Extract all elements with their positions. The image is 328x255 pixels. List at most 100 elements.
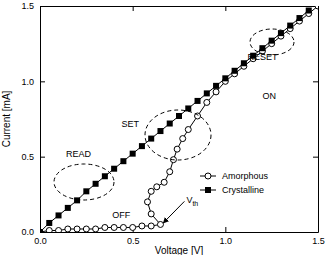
legend-item: Amorphous (200, 171, 269, 181)
data-point (287, 23, 293, 29)
data-point (102, 224, 108, 230)
tick-mark (40, 81, 45, 82)
region-outline (54, 164, 114, 200)
data-point (144, 199, 150, 205)
data-point (296, 15, 302, 21)
legend-label: Amorphous (222, 171, 269, 181)
data-point (111, 166, 117, 172)
data-point (74, 197, 80, 203)
data-point (93, 181, 99, 187)
tick: 1.0 (21, 77, 45, 87)
annotation-arrow (163, 201, 184, 223)
legend-item: Crystalline (200, 185, 264, 195)
data-point (120, 158, 126, 164)
data-point (46, 227, 52, 232)
data-point (130, 151, 136, 157)
data-point (139, 223, 145, 229)
axis-line (41, 232, 319, 233)
tick (313, 81, 318, 82)
tick: 1.0 (220, 227, 233, 246)
legend-label: Crystalline (222, 185, 264, 195)
tick-mark (40, 157, 45, 158)
data-point (232, 68, 238, 74)
chart: 0.0 0.5 1.0 1.5 0.0 0.5 1.0 1.5 READ OFF SET ON RESE… (0, 0, 328, 255)
tick-label: 1.0 (21, 77, 34, 87)
tick (313, 232, 318, 233)
data-point (204, 90, 210, 96)
data-point (74, 226, 80, 232)
data-point (65, 226, 71, 232)
data-point (139, 143, 145, 149)
tick-mark (313, 232, 318, 233)
tick-label: 0.5 (127, 236, 140, 246)
data-point (176, 113, 182, 119)
axis (313, 7, 319, 233)
axis-line (41, 6, 319, 7)
tick-mark (225, 227, 226, 232)
tick-label: 0.0 (21, 227, 34, 237)
tick-label: 1.5 (312, 236, 325, 246)
data-point (195, 98, 201, 104)
series-line (40, 6, 318, 232)
annotation: ON (262, 91, 276, 101)
data-point (161, 179, 167, 185)
tick: 0.0 (21, 227, 45, 237)
data-area (40, 6, 318, 232)
tick-mark (40, 6, 45, 7)
legend-marker (205, 187, 211, 193)
tick (313, 157, 318, 158)
data-point (213, 83, 219, 89)
data-point (185, 105, 191, 111)
legend: Amorphous Crystalline (200, 171, 269, 195)
data-point (93, 226, 99, 232)
data-point (306, 8, 312, 14)
tick-label: 0.0 (34, 236, 47, 246)
data-point (157, 221, 163, 227)
annotation: RESET (248, 52, 279, 62)
data-point (148, 211, 154, 217)
data-point (222, 75, 228, 81)
annotation: Vth (186, 195, 198, 207)
data-point (185, 127, 191, 133)
data-point (148, 223, 154, 229)
data-point (315, 6, 318, 9)
tick-label: 1.5 (21, 1, 34, 11)
tick (225, 6, 226, 11)
data-point (83, 188, 89, 194)
data-point (167, 169, 173, 175)
tick-mark (133, 6, 134, 11)
annotation: SET (122, 119, 140, 129)
legend-marker (205, 173, 211, 179)
tick: 0.5 (21, 152, 45, 162)
data-point (174, 146, 180, 152)
data-point (213, 89, 219, 95)
data-point (148, 136, 154, 142)
tick (133, 6, 134, 11)
axis: 0.0 0.5 1.0 1.5 (21, 1, 45, 237)
annotation: OFF (112, 210, 130, 220)
axis-line (318, 7, 319, 233)
data-point (46, 220, 52, 226)
annotation: READ (66, 149, 92, 159)
tick-mark (40, 232, 45, 233)
data-point (148, 188, 154, 194)
data-point (65, 205, 71, 211)
x-axis-title: Voltage [V] (155, 245, 204, 255)
data-point (56, 212, 62, 218)
series-line (40, 11, 309, 232)
data-point (40, 229, 43, 232)
tick-mark (313, 157, 318, 158)
y-axis-title: Current [mA] (1, 90, 12, 147)
data-point (130, 224, 136, 230)
region-outline (250, 29, 294, 55)
tick: 1.5 (21, 1, 45, 11)
axis-line (40, 7, 41, 233)
tick-label: 1.0 (220, 236, 233, 246)
axis (41, 6, 319, 11)
data-point (269, 38, 275, 44)
data-point (167, 121, 173, 127)
data-point (40, 229, 43, 232)
data-point (241, 60, 247, 66)
region-outline (145, 110, 211, 160)
tick-mark (313, 81, 318, 82)
